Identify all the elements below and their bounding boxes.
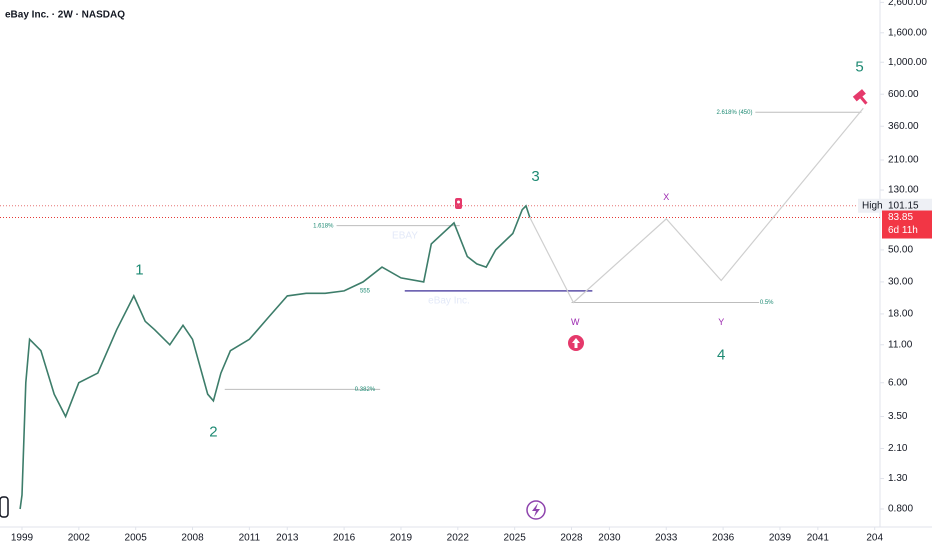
wave-label: 1	[135, 261, 143, 278]
level-label: 1.618%	[313, 223, 334, 229]
x-tick-label: 2025	[504, 533, 527, 544]
x-tick-label: 2008	[181, 533, 204, 544]
high-label: High	[862, 200, 883, 211]
y-tick-label: 11.00	[888, 339, 913, 350]
y-tick-label: 30.00	[888, 277, 913, 288]
x-tick-label: 2013	[276, 533, 299, 544]
x-tick-label: 2033	[655, 533, 678, 544]
price-line	[19, 204, 531, 510]
wave-label: W	[571, 317, 580, 327]
x-tick-label: 2019	[390, 533, 413, 544]
x-tick-label: 1999	[11, 533, 34, 544]
countdown: 6d 11h	[888, 225, 918, 236]
level-label: 0.382%	[355, 387, 376, 393]
y-tick-label: 130.00	[888, 185, 919, 196]
y-tick-label: 0.800	[888, 504, 913, 515]
logo-icon	[0, 496, 9, 518]
x-tick-label: 204	[866, 533, 883, 544]
wave-label: 3	[531, 168, 539, 185]
x-tick-label: 2002	[68, 533, 91, 544]
x-tick-label: 2036	[712, 533, 735, 544]
x-tick-label: 2039	[769, 533, 792, 544]
x-tick-label: 2016	[333, 533, 356, 544]
x-tick-label: 2030	[598, 533, 621, 544]
high-value: 101.15	[888, 200, 919, 211]
wave-label: Y	[718, 317, 724, 327]
high-label-box	[858, 198, 932, 213]
last-value: 83.85	[888, 212, 913, 223]
watermark-name: eBay Inc.	[428, 296, 470, 307]
wave-label: 5	[855, 58, 863, 75]
y-tick-label: 2,600.00	[888, 0, 927, 8]
y-tick-label: 6.00	[888, 377, 908, 388]
watermark-symbol: EBAY	[392, 231, 418, 242]
x-tick-label: 2011	[239, 533, 261, 544]
hammer-icon	[852, 89, 868, 105]
y-tick-label: 210.00	[888, 155, 919, 166]
y-tick-label: 18.00	[888, 309, 913, 320]
level-label: 0.5%	[760, 300, 774, 306]
chart-title: eBay Inc. · 2W · NASDAQ	[5, 10, 125, 21]
y-tick-label: 1,600.00	[888, 27, 927, 38]
x-tick-label: 2041	[807, 533, 830, 544]
level-label: 555	[360, 288, 371, 294]
y-tick-label: 1,000.00	[888, 57, 927, 68]
wave-label: 4	[717, 346, 725, 363]
x-tick-label: 2005	[125, 533, 148, 544]
earnings-pin	[455, 198, 462, 209]
x-tick-label: 2022	[447, 533, 470, 544]
last-label-box	[882, 210, 932, 239]
y-tick-label: 50.00	[888, 245, 913, 256]
wave-label: 2	[209, 424, 217, 441]
x-tick-label: 2028	[560, 533, 583, 544]
up-arrow-icon	[568, 335, 584, 351]
y-tick-label: 360.00	[888, 121, 919, 132]
y-tick-label: 600.00	[888, 89, 919, 100]
y-tick-label: 2.10	[888, 443, 908, 454]
wave-label: X	[663, 192, 669, 202]
lightning-icon	[526, 500, 546, 520]
y-tick-label: 1.30	[888, 473, 908, 484]
y-tick-label: 3.50	[888, 411, 908, 422]
price-line	[529, 107, 864, 304]
level-label: 2.618% (450)	[716, 110, 752, 116]
